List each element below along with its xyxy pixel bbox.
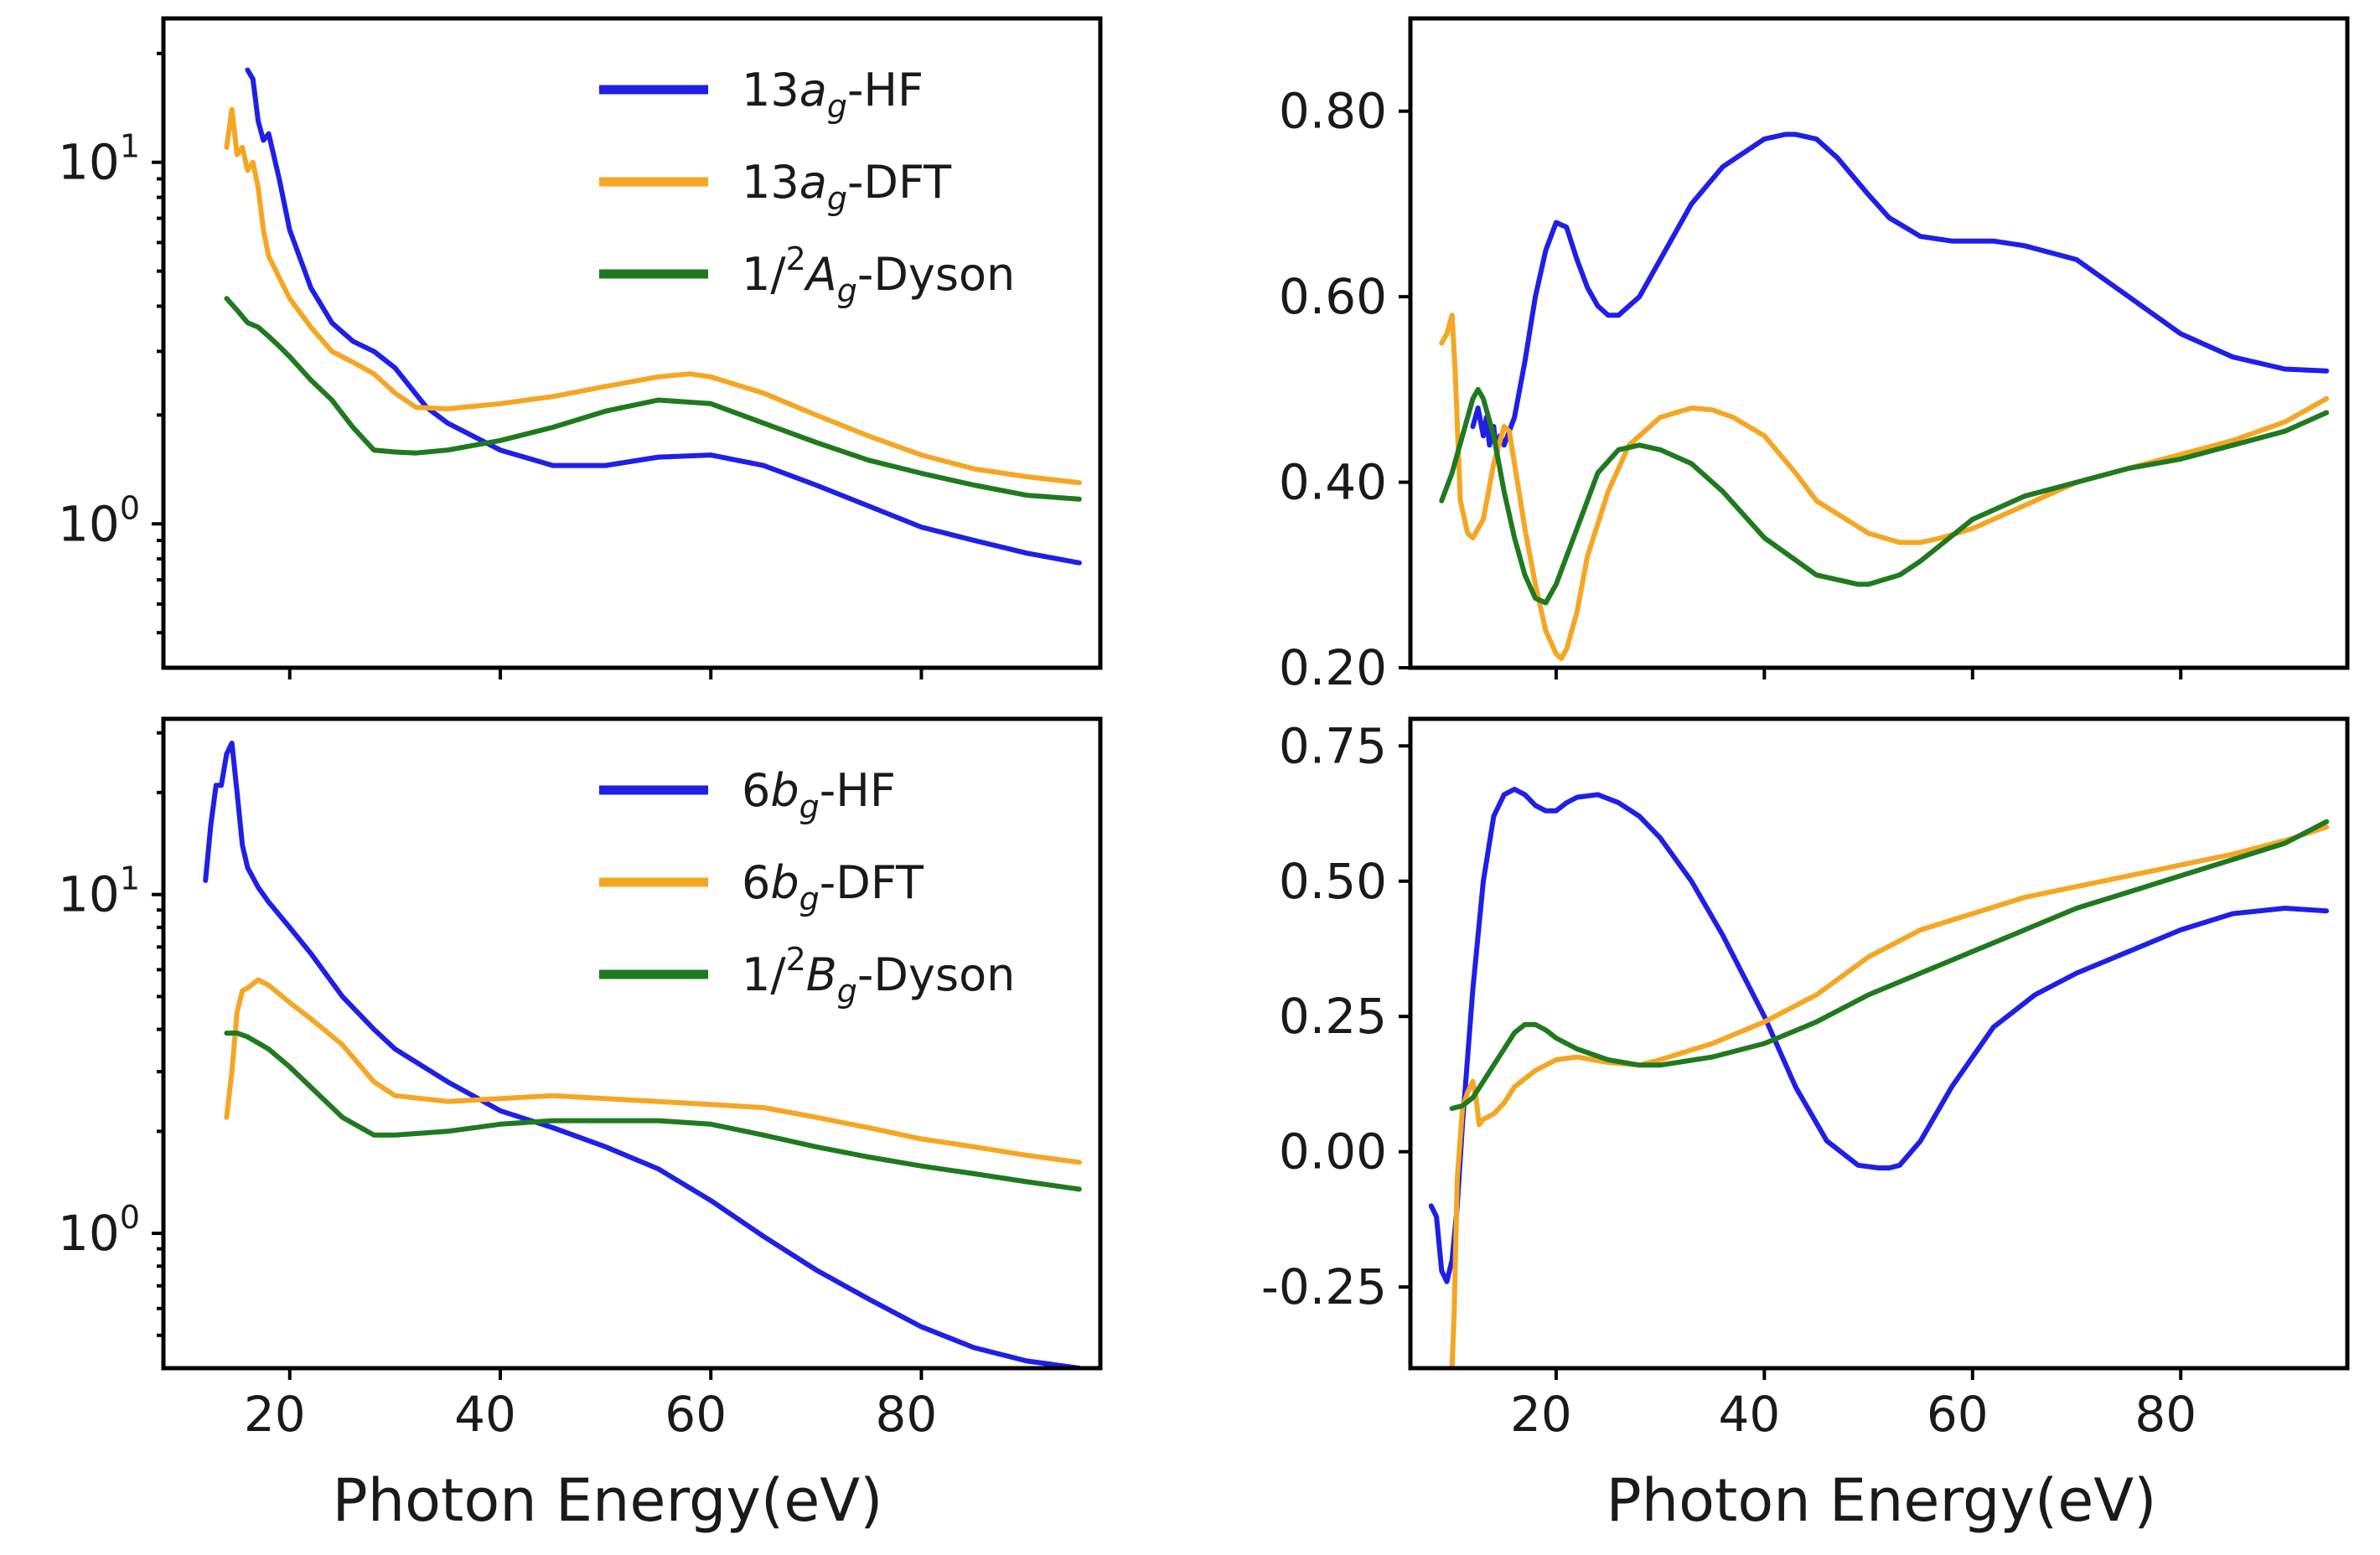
top-right-ytick-label: 0.80 bbox=[1279, 83, 1387, 140]
bottom-left-xtick-label: 60 bbox=[665, 1386, 727, 1443]
x-axis-title-left: Photon Energy(eV) bbox=[333, 1466, 883, 1535]
bottom-left-xtick-label: 80 bbox=[876, 1386, 938, 1443]
panel-top-left: 100 101 13ag-HF 13ag-DFT 1/2Ag-Dyson bbox=[58, 16, 1103, 679]
bottom-left-dyson-line bbox=[224, 1031, 1082, 1192]
bottom-left-series-group bbox=[203, 740, 1082, 1368]
bottom-right-ytick-label: 0.50 bbox=[1279, 853, 1387, 910]
bottom-left-axes-frame bbox=[161, 716, 1103, 1371]
top-left-dft-line bbox=[224, 106, 1082, 486]
panel-bottom-left: 20 40 60 80 100 101 6bg-HF 6bg-DFT 1/2Bg-Dyson bbox=[58, 716, 1103, 1443]
bottom-right-ytick-label: -0.25 bbox=[1261, 1258, 1387, 1315]
bottom-left-ytick-label: 101 bbox=[58, 860, 140, 923]
x-axis-title-right: Photon Energy(eV) bbox=[1606, 1466, 2157, 1535]
top-right-dyson-line bbox=[1439, 386, 2330, 606]
bottom-right-xtick-label: 80 bbox=[2134, 1386, 2196, 1443]
bottom-right-series-group bbox=[1428, 787, 2330, 1368]
top-left-ytick-label: 100 bbox=[58, 489, 140, 552]
bottom-left-xtick-label: 20 bbox=[244, 1386, 306, 1443]
bottom-right-hf-line bbox=[1428, 787, 2330, 1284]
bottom-left-legend-label-dyson: 1/2Bg-Dyson bbox=[742, 941, 1015, 1010]
top-left-legend-label-hf: 13ag-HF bbox=[742, 64, 924, 125]
bottom-right-ytick-label: 0.25 bbox=[1279, 988, 1387, 1045]
top-right-ytick-label: 0.20 bbox=[1279, 639, 1387, 696]
bottom-left-xtick-label: 40 bbox=[454, 1386, 516, 1443]
bottom-right-xtick-label: 20 bbox=[1510, 1386, 1572, 1443]
bottom-right-xtick-label: 40 bbox=[1718, 1386, 1780, 1443]
top-left-legend-label-dyson: 1/2Ag-Dyson bbox=[742, 240, 1015, 309]
bottom-right-dyson-line bbox=[1449, 819, 2330, 1111]
bottom-right-xtick-label: 60 bbox=[1927, 1386, 1989, 1443]
top-left-ytick-label: 101 bbox=[58, 128, 140, 191]
bottom-right-axes-frame bbox=[1408, 716, 2350, 1371]
panel-bottom-right: 20 40 60 80 -0.25 0.00 0.25 0.50 0.75 bbox=[1261, 716, 2350, 1443]
top-right-dft-line bbox=[1439, 313, 2330, 661]
bottom-left-legend-label-hf: 6bg-HF bbox=[742, 764, 896, 825]
top-right-axes-frame bbox=[1408, 16, 2350, 670]
top-right-ytick-label: 0.40 bbox=[1279, 454, 1387, 511]
top-left-legend-label-dft: 13ag-DFT bbox=[742, 156, 952, 217]
top-right-ytick-label: 0.60 bbox=[1279, 268, 1387, 325]
top-left-series-group bbox=[224, 67, 1082, 566]
bottom-right-ytick-label: 0.75 bbox=[1279, 717, 1387, 774]
bottom-left-legend-label-dft: 6bg-DFT bbox=[742, 856, 924, 917]
top-left-axes-frame bbox=[161, 16, 1103, 670]
bottom-right-dft-line bbox=[1449, 824, 2330, 1368]
bottom-left-dft-line bbox=[224, 977, 1082, 1165]
top-left-hf-line bbox=[245, 67, 1082, 566]
panel-top-right: 0.20 0.40 0.60 0.80 bbox=[1279, 16, 2350, 696]
top-right-series-group bbox=[1439, 132, 2330, 661]
top-right-hf-line bbox=[1470, 132, 2330, 457]
bottom-right-ytick-label: 0.00 bbox=[1279, 1124, 1387, 1180]
bottom-left-ytick-label: 100 bbox=[58, 1199, 140, 1262]
bottom-left-hf-line bbox=[203, 740, 1082, 1368]
top-left-dyson-line bbox=[224, 296, 1082, 502]
